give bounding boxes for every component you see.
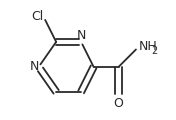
Text: 2: 2: [151, 46, 157, 56]
Text: N: N: [29, 60, 39, 73]
Text: N: N: [76, 29, 86, 42]
Text: O: O: [114, 97, 124, 110]
Text: Cl: Cl: [32, 10, 44, 23]
Text: NH: NH: [139, 40, 157, 53]
